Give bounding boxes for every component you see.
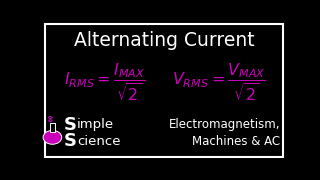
Text: $V_{RMS} = \dfrac{V_{MAX}}{\sqrt{2}}$: $V_{RMS} = \dfrac{V_{MAX}}{\sqrt{2}}$ <box>172 62 266 103</box>
Text: S: S <box>64 132 76 150</box>
Text: S: S <box>64 116 76 134</box>
Text: cience: cience <box>77 135 121 148</box>
Text: Electromagnetism,: Electromagnetism, <box>169 118 281 131</box>
Circle shape <box>49 116 52 118</box>
Text: imple: imple <box>77 118 114 131</box>
FancyBboxPatch shape <box>50 123 55 132</box>
Ellipse shape <box>43 130 62 144</box>
Text: $I_{RMS} = \dfrac{I_{MAX}}{\sqrt{2}}$: $I_{RMS} = \dfrac{I_{MAX}}{\sqrt{2}}$ <box>64 62 145 103</box>
Text: Machines & AC: Machines & AC <box>192 135 281 148</box>
Circle shape <box>49 120 52 122</box>
Text: Alternating Current: Alternating Current <box>74 31 254 50</box>
